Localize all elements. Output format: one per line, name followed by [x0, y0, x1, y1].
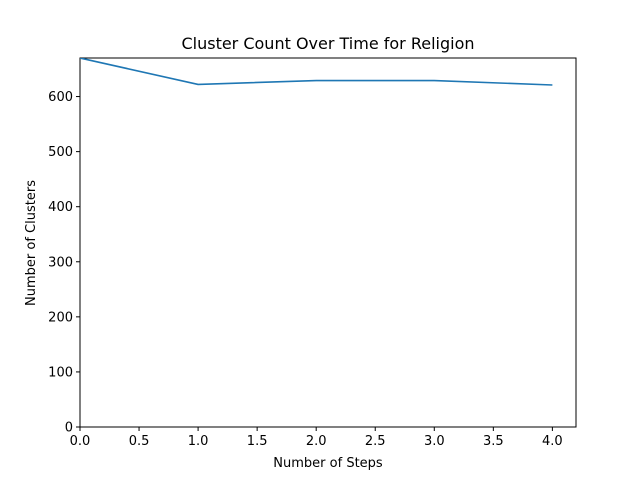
x-tick-label: 0.0: [70, 434, 91, 449]
y-tick-label: 500: [48, 145, 73, 160]
y-tick-label: 100: [48, 365, 73, 380]
x-tick-label: 1.5: [247, 434, 268, 449]
x-tick-label: 2.5: [365, 434, 386, 449]
y-tick-label: 0: [65, 421, 73, 436]
y-axis-label: Number of Clusters: [24, 180, 39, 306]
x-tick-label: 3.0: [424, 434, 445, 449]
series-layer: [80, 58, 553, 86]
x-tick-label: 4.0: [542, 434, 563, 449]
y-tick-label: 200: [48, 310, 73, 325]
x-tick-label: 1.0: [188, 434, 209, 449]
y-tick-label: 600: [48, 90, 73, 105]
x-axis-label: Number of Steps: [273, 456, 383, 471]
chart-title: Cluster Count Over Time for Religion: [181, 34, 474, 53]
x-tick-label: 2.0: [306, 434, 327, 449]
y-axis: 0 100 200 300 400 500 600: [48, 90, 80, 436]
x-tick-label: 0.5: [129, 434, 150, 449]
y-tick-label: 400: [48, 200, 73, 215]
y-tick-label: 300: [48, 255, 73, 270]
plot-area: 0.0 0.5 1.0 1.5 2.0 2.5 3.0 3.5 4.0 0 100 200 300 40…: [48, 57, 577, 449]
series-line: [80, 58, 553, 86]
x-tick-label: 3.5: [483, 434, 504, 449]
x-axis: 0.0 0.5 1.0 1.5 2.0 2.5 3.0 3.5 4.0: [70, 427, 563, 449]
axes-frame: [79, 57, 577, 428]
